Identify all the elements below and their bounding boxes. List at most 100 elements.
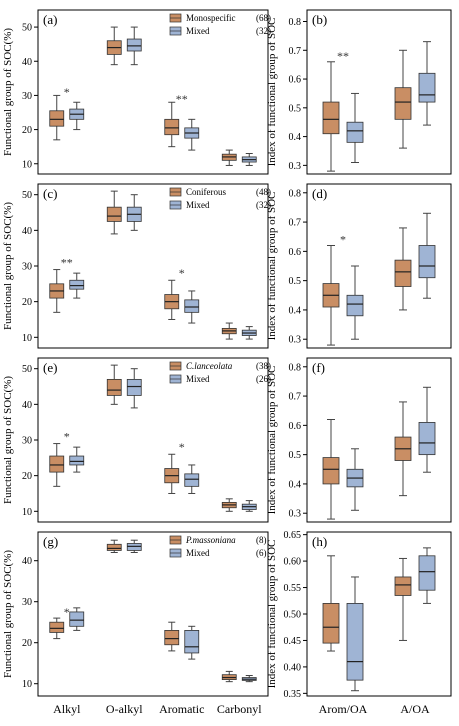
y-tick-label: 0.8 xyxy=(289,362,302,373)
box-carbonyl-a xyxy=(221,322,237,340)
panel-letter: (e) xyxy=(43,360,57,375)
y-tick-label: 0.4 xyxy=(289,132,302,143)
box-iqr xyxy=(164,118,180,136)
box-iqr xyxy=(184,473,200,487)
y-tick-label: 40 xyxy=(22,400,32,411)
y-tick-label: 0.6 xyxy=(289,247,302,258)
box-oalkyl-b xyxy=(126,368,142,409)
y-tick-label: 0.35 xyxy=(284,689,302,700)
panel-letter: (a) xyxy=(43,12,57,27)
y-tick-label: 0.45 xyxy=(284,636,302,647)
box-iqr xyxy=(49,455,65,473)
significance-marker: * xyxy=(64,605,70,619)
box-oalkyl-a xyxy=(106,26,122,66)
box-aromatic-b xyxy=(184,625,200,660)
y-axis-label: Functional group of SOC(%) xyxy=(2,202,14,330)
box-alkyl-a xyxy=(49,269,65,313)
y-axis-label: Index of functional group of SOC xyxy=(266,366,278,515)
box-aoa-b xyxy=(418,212,436,299)
panel-b: 0.3 0.4 0.5 0.6 0.7 0.8 Index of functional gr… xyxy=(266,9,452,175)
box-iqr xyxy=(49,621,65,633)
box-iqr xyxy=(69,611,85,627)
y-axis-label: Index of functional group of SOC xyxy=(266,18,278,167)
box-iqr xyxy=(106,543,122,551)
legend-count: (26) xyxy=(256,374,271,384)
box-iqr xyxy=(126,38,142,52)
significance-marker: ** xyxy=(337,49,349,63)
box-aromoa-a xyxy=(322,61,340,172)
y-tick-label: 0.5 xyxy=(289,276,302,287)
box-iqr xyxy=(322,457,340,485)
y-axis-label: Functional group of SOC(%) xyxy=(2,28,14,156)
panel-letter: (g) xyxy=(43,534,58,549)
legend-label: Monospecific xyxy=(186,13,236,23)
plot-frame xyxy=(306,357,452,523)
plot-frame xyxy=(37,9,269,175)
panel-letter: (d) xyxy=(312,186,327,201)
y-tick-label: 40 xyxy=(22,57,32,68)
y-tick-label: 0.8 xyxy=(289,188,302,199)
box-oalkyl-b xyxy=(126,26,142,66)
legend-count: (6) xyxy=(256,548,267,558)
box-oalkyl-b xyxy=(126,539,142,553)
y-tick-label: 0.3 xyxy=(289,509,302,520)
panel-f: 0.3 0.4 0.5 0.6 0.7 0.8 Index of functional gr… xyxy=(266,357,452,523)
box-aoa-a xyxy=(394,227,412,311)
box-carbonyl-b xyxy=(241,675,257,683)
box-carbonyl-a xyxy=(221,670,237,683)
y-tick-label: 0.5 xyxy=(289,450,302,461)
box-iqr xyxy=(418,245,436,279)
box-aromatic-a xyxy=(164,279,180,320)
legend-count: (32) xyxy=(256,200,271,210)
panel-letter: (b) xyxy=(312,12,327,27)
y-tick-label: 30 xyxy=(22,436,32,447)
y-tick-label: 10 xyxy=(22,679,32,690)
y-tick-label: 40 xyxy=(22,226,32,237)
box-iqr xyxy=(346,603,364,681)
significance-marker: * xyxy=(179,440,185,454)
box-alkyl-a xyxy=(49,443,65,487)
significance-marker: * xyxy=(340,233,346,247)
y-tick-label: 0.60 xyxy=(284,557,302,568)
box-oalkyl-a xyxy=(106,190,122,235)
box-iqr xyxy=(164,630,180,646)
y-tick-label: 20 xyxy=(22,297,32,308)
plot-frame xyxy=(306,183,452,349)
y-axis-label: Functional group of SOC(%) xyxy=(2,550,14,678)
box-alkyl-a xyxy=(49,617,65,640)
legend-label: P.massoniana xyxy=(185,535,236,545)
box-iqr xyxy=(394,87,412,120)
panel-a: 10 20 30 40 50 Functional group of SOC(%) (a) *… xyxy=(2,9,271,175)
significance-marker: ** xyxy=(61,255,73,269)
y-tick-label: 10 xyxy=(22,159,32,170)
y-tick-label: 0.3 xyxy=(289,161,302,172)
y-tick-label: 30 xyxy=(22,597,32,608)
y-tick-label: 0.40 xyxy=(284,662,302,673)
y-tick-label: 0.55 xyxy=(284,583,302,594)
box-iqr xyxy=(322,101,340,135)
box-aoa-b xyxy=(418,547,436,604)
legend: Coniferous (48) Mixed (32) xyxy=(169,187,271,210)
plot-frame xyxy=(306,9,452,175)
y-tick-label: 0.4 xyxy=(289,305,302,316)
box-aoa-a xyxy=(394,557,412,641)
box-iqr xyxy=(418,72,436,103)
box-iqr xyxy=(346,294,364,317)
y-tick-label: 20 xyxy=(22,471,32,482)
legend: P.massoniana (8) Mixed (6) xyxy=(169,535,267,558)
legend-count: (48) xyxy=(256,187,271,197)
y-tick-label: 30 xyxy=(22,262,32,273)
y-axis-label: Index of functional group of SOC xyxy=(266,540,278,689)
y-tick-label: 50 xyxy=(22,364,32,375)
panel-letter: (f) xyxy=(312,360,325,375)
box-oalkyl-a xyxy=(106,364,122,405)
box-iqr xyxy=(126,378,142,396)
box-aromoa-a xyxy=(322,245,340,346)
y-tick-label: 20 xyxy=(22,125,32,136)
box-alkyl-b xyxy=(69,272,85,299)
panel-c: 10 20 30 40 50 Functional group of SOC(%) (c) *… xyxy=(2,183,271,349)
box-aromoa-b xyxy=(346,92,364,163)
y-tick-label: 0.7 xyxy=(289,46,302,57)
x-category-label: Aromatic xyxy=(159,702,204,716)
box-iqr xyxy=(106,378,122,396)
